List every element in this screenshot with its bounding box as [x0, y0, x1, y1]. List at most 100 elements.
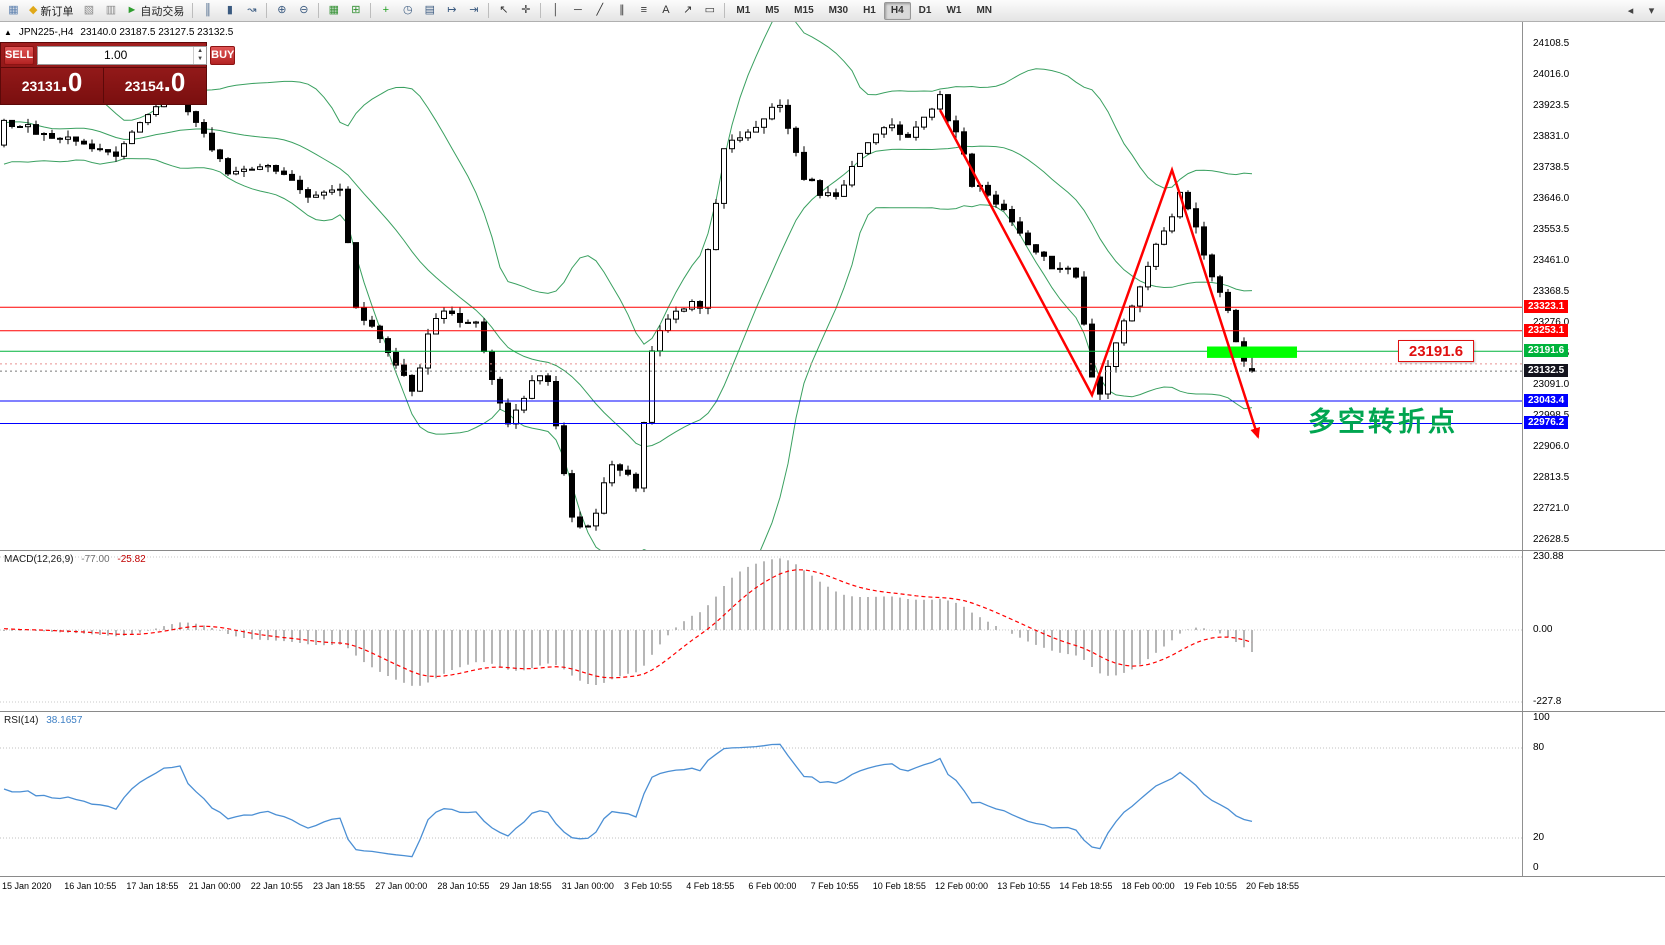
timeframe-h4-button[interactable]: H4 — [883, 1, 911, 20]
crosshair-icon[interactable]: ✛ — [515, 1, 536, 20]
toolbar-separator — [370, 3, 372, 18]
time-label: 29 Jan 18:55 — [499, 881, 552, 891]
time-label: 28 Jan 10:55 — [437, 881, 490, 891]
channel-icon[interactable]: ∥ — [611, 1, 632, 20]
volume-input[interactable] — [38, 46, 194, 64]
new-chart-icon[interactable]: ⊞ — [345, 1, 366, 20]
sell-button[interactable]: SELL — [4, 45, 35, 65]
time-label: 12 Feb 00:00 — [935, 881, 989, 891]
new-order-icon: ◆ — [29, 4, 38, 16]
line-chart-icon[interactable]: ↝ — [241, 1, 262, 20]
time-label: 4 Feb 18:55 — [686, 881, 735, 891]
price-tick-label: 23831.0 — [1533, 131, 1570, 142]
volume-field: ▲ ▼ — [37, 45, 208, 65]
new-order-button[interactable]: ◆ 新订单 — [25, 1, 77, 20]
chart-layout-icon[interactable]: ▥ — [100, 1, 121, 20]
timeframe-m15-button[interactable]: M15 — [794, 5, 814, 16]
timeframe-m30-button[interactable]: M30 — [828, 5, 849, 16]
volume-up-icon[interactable]: ▲ — [197, 47, 204, 54]
toolbar-scroll-icon[interactable]: ◂ — [1627, 5, 1634, 17]
time-label: 23 Jan 18:55 — [313, 881, 366, 891]
cursor-icon[interactable]: ↖ — [493, 1, 514, 20]
terminal-icon[interactable]: ▦ — [3, 1, 24, 20]
price-tick-label: 22813.5 — [1533, 472, 1570, 483]
toolbar-more-icon[interactable]: ▾ — [1648, 5, 1655, 17]
arrows-icon[interactable]: ↗ — [677, 1, 698, 20]
time-label: 21 Jan 00:00 — [188, 881, 241, 891]
panel-divider[interactable] — [0, 876, 1665, 877]
autotrading-button[interactable]: ► 自动交易 — [122, 1, 188, 20]
auto-scroll-icon[interactable]: ↦ — [441, 1, 462, 20]
chart-ohlc-label: ▲ JPN225-,H4 23140.0 23187.5 23127.5 231… — [4, 27, 233, 38]
bar-chart-icon: ║ — [203, 4, 212, 16]
text-icon: A — [662, 4, 670, 16]
bar-chart-icon[interactable]: ║ — [197, 1, 218, 20]
fibonacci-icon: ≡ — [640, 4, 648, 16]
rsi-chart[interactable] — [0, 712, 1522, 876]
chart-shift-icon[interactable]: ⇥ — [463, 1, 484, 20]
panel-divider[interactable] — [0, 711, 1665, 712]
timeframe-m5-button[interactable]: M5 — [765, 5, 780, 16]
macd-chart[interactable] — [0, 551, 1522, 711]
periods-icon[interactable]: ◷ — [397, 1, 418, 20]
toolbar-separator — [266, 3, 268, 18]
volume-down-icon[interactable]: ▼ — [197, 56, 204, 62]
price-axis[interactable]: 24108.5 24016.0 23923.5 23831.0 23738.5 23646… — [1522, 22, 1665, 550]
timeframe-w1-button[interactable]: W1 — [946, 5, 962, 16]
price-tick-label: 23368.5 — [1533, 286, 1570, 297]
trendline-icon[interactable]: ╱ — [589, 1, 610, 20]
text-icon[interactable]: A — [655, 1, 676, 20]
macd-axis[interactable]: 230.88 0.00 -227.8 — [1522, 551, 1665, 711]
timeframe-d1-button[interactable]: D1 — [918, 5, 932, 16]
indicators-icon[interactable]: + — [375, 1, 396, 20]
price-tick-label: 23276.0 — [1533, 317, 1570, 328]
price-level-tag: 23132.5 — [1524, 364, 1569, 378]
toolbar-separator — [192, 3, 194, 18]
price-tick-label: 24108.5 — [1533, 38, 1570, 49]
autotrading-button-label: 自动交易 — [140, 5, 185, 18]
buy-price[interactable]: 23154.0 — [124, 67, 186, 97]
fibonacci-icon[interactable]: ≡ — [633, 1, 654, 20]
shapes-icon[interactable]: ▭ — [699, 1, 720, 20]
rsi-label: RSI(14) 38.1657 — [4, 715, 82, 726]
panel-divider[interactable] — [0, 550, 1665, 551]
trade-panel-toggle-icon[interactable]: ▲ — [4, 28, 12, 37]
sell-price[interactable]: 23131.0 — [21, 67, 83, 97]
indicators-icon: + — [382, 4, 390, 16]
zoom-in-icon[interactable]: ⊕ — [271, 1, 292, 20]
time-label: 3 Feb 10:55 — [624, 881, 673, 891]
rsi-axis[interactable]: 100 80 20 0 — [1522, 712, 1665, 876]
one-click-trading-panel: SELL ▲ ▼ BUY 23131.0 23154.0 — [0, 42, 236, 105]
volume-stepper[interactable]: ▲ ▼ — [193, 46, 206, 64]
timeframe-mn-button[interactable]: MN — [976, 5, 993, 16]
candlestick-chart-icon[interactable]: ▮ — [219, 1, 240, 20]
macd-main-value: -77.00 — [81, 554, 110, 565]
vertical-line-icon[interactable]: │ — [545, 1, 566, 20]
buy-button[interactable]: BUY — [210, 45, 236, 65]
macd-name: MACD(12,26,9) — [4, 554, 74, 565]
toolbar-separator — [488, 3, 490, 18]
price-tick-label: 23091.0 — [1533, 379, 1570, 390]
chinese-annotation-text[interactable]: 多空转折点 — [1308, 407, 1458, 437]
crosshair-icon: ✛ — [521, 4, 531, 16]
price-level-tag: 23253.1 — [1524, 323, 1569, 337]
macd-tick-label: 0.00 — [1533, 624, 1553, 635]
horizontal-line-icon: ─ — [573, 4, 582, 16]
tile-windows-icon[interactable]: ▦ — [323, 1, 344, 20]
price-chart[interactable] — [0, 22, 1522, 550]
rsi-tick-label: 80 — [1533, 742, 1545, 753]
price-tick-label: 23923.5 — [1533, 100, 1570, 111]
timeframe-h1-button[interactable]: H1 — [863, 5, 876, 16]
time-label: 16 Jan 10:55 — [64, 881, 117, 891]
expert-advisors-icon[interactable]: ▧ — [78, 1, 99, 20]
price-tick-label: 22906.0 — [1533, 441, 1570, 452]
time-label: 15 Jan 2020 — [2, 881, 52, 891]
zoom-out-icon[interactable]: ⊖ — [293, 1, 314, 20]
time-axis[interactable]: 15 Jan 2020 16 Jan 10:55 17 Jan 18:55 21 Ja… — [0, 877, 1665, 897]
price-callout-box[interactable]: 23191.6 — [1398, 340, 1474, 363]
chart-window: 24108.5 24016.0 23923.5 23831.0 23738.5 23646… — [0, 22, 1665, 945]
timeframe-m1-button[interactable]: M1 — [736, 5, 751, 16]
templates-icon[interactable]: ▤ — [419, 1, 440, 20]
horizontal-line-icon[interactable]: ─ — [567, 1, 588, 20]
cursor-icon: ↖ — [499, 4, 509, 16]
